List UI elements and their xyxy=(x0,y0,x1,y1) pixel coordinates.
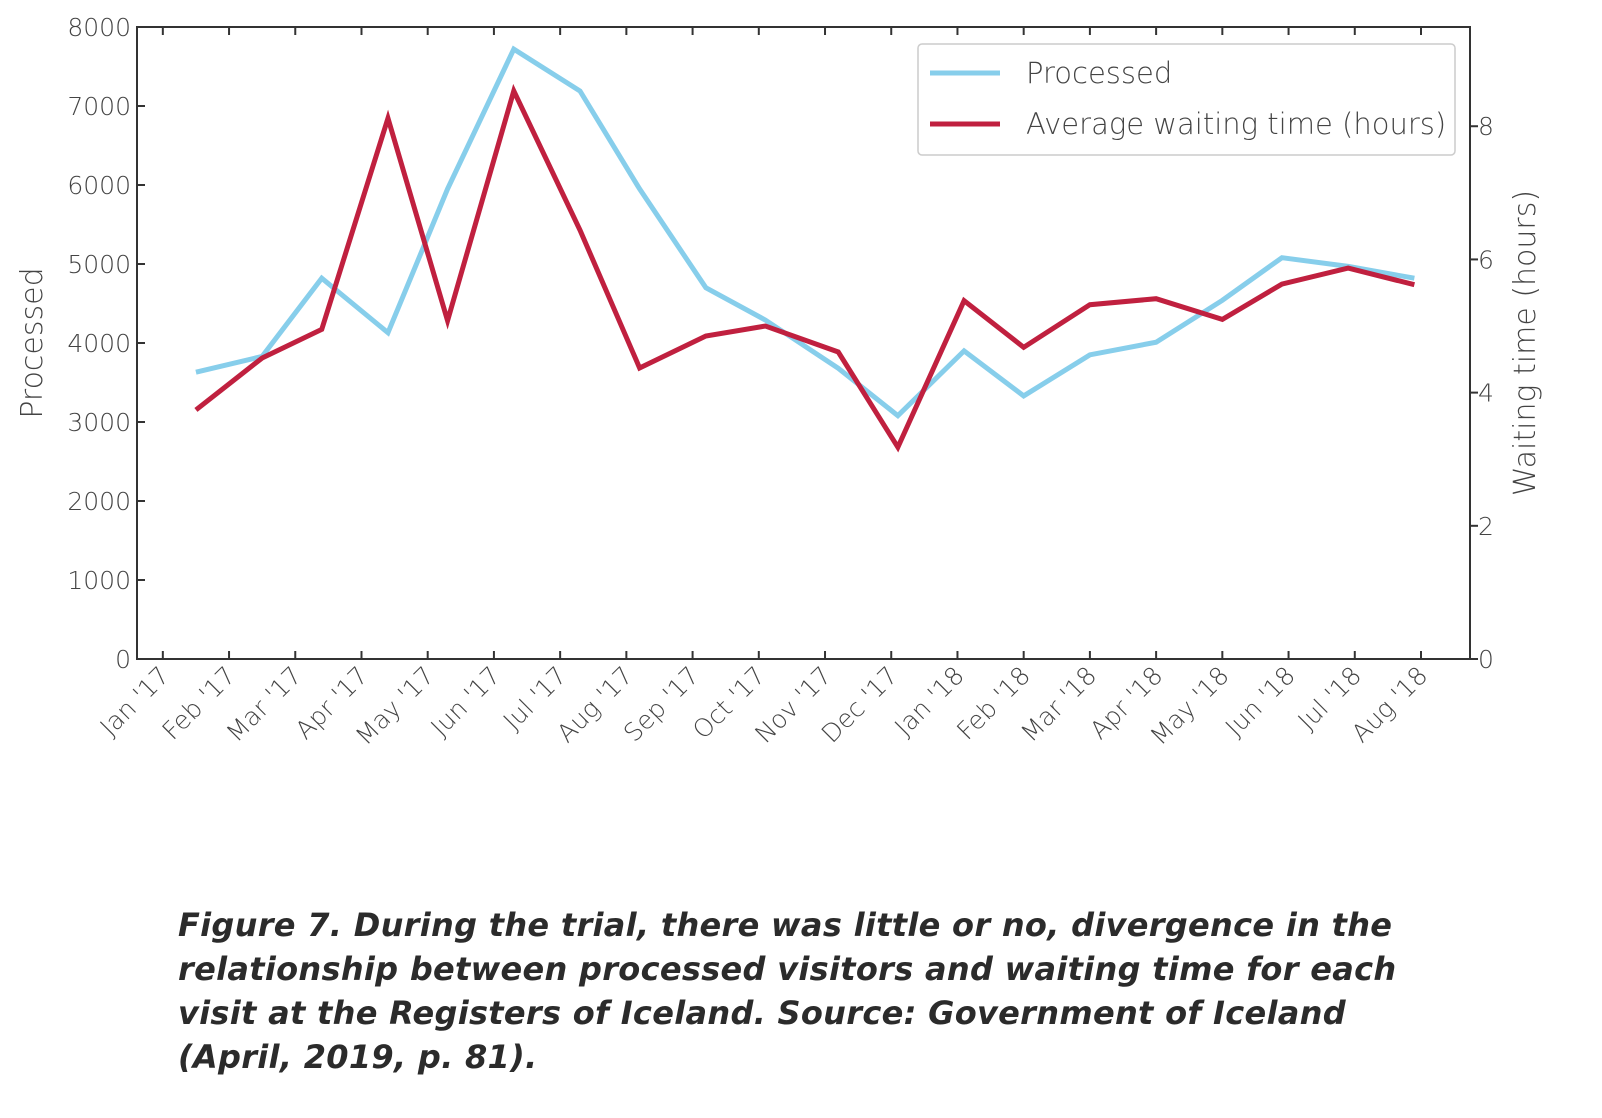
legend-label: Processed xyxy=(1026,56,1172,90)
y-tick-label: 8000 xyxy=(67,13,131,42)
y-tick-label: 4000 xyxy=(67,329,131,358)
y-tick-label: 6000 xyxy=(67,171,131,200)
y-tick-label: 5000 xyxy=(67,250,131,279)
chart: 01000200030004000500060007000800002468Ja… xyxy=(15,13,1543,751)
y-tick-label: 1000 xyxy=(67,566,131,595)
y2-tick-label: 6 xyxy=(1478,245,1494,274)
series-line xyxy=(195,45,1415,420)
y-tick-label: 0 xyxy=(115,645,131,674)
caption: Figure 7. During the trial, there was li… xyxy=(178,906,1397,1076)
y2-tick-label: 2 xyxy=(1478,512,1494,541)
y-tick-label: 3000 xyxy=(67,408,131,437)
y-tick-label: 2000 xyxy=(67,487,131,516)
y2-tick-label: 8 xyxy=(1478,112,1494,141)
series-line xyxy=(194,83,1415,453)
x-tick-label: Jun '17 xyxy=(425,661,506,742)
x-tick-label: Jun '18 xyxy=(1220,661,1301,742)
legend-label: Average waiting time (hours) xyxy=(1026,107,1446,141)
legend-box xyxy=(917,43,1456,156)
y2-tick-label: 0 xyxy=(1478,645,1494,674)
y-tick-label: 7000 xyxy=(67,92,131,121)
y-axis-label: Processed xyxy=(15,267,50,418)
y2-tick-label: 4 xyxy=(1478,379,1494,408)
y2-axis-label: Waiting time (hours) xyxy=(1508,190,1543,496)
